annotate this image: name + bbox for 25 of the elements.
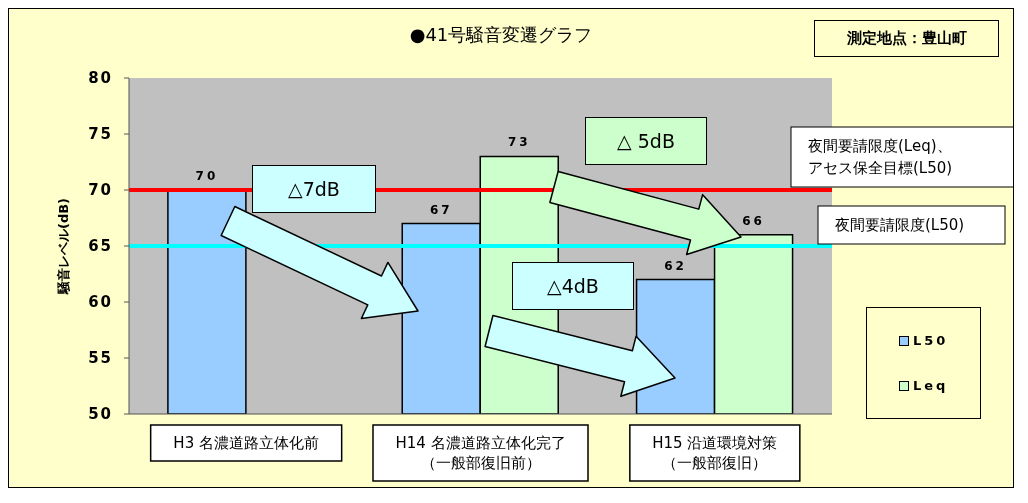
annotation: △7dB <box>288 178 340 200</box>
annotation: △4dB <box>547 275 599 297</box>
y-axis-title: 騒音レベル(dB) <box>55 197 71 296</box>
annotation: △ 5dB <box>617 130 675 152</box>
data-label: 73 <box>507 135 531 150</box>
text: 測定地点：豊山町 <box>846 29 967 48</box>
data-label: 66 <box>742 213 765 228</box>
y-tick-label: 65 <box>88 237 113 256</box>
y-tick-label: 60 <box>88 293 113 312</box>
y-tick-label: 50 <box>88 405 113 424</box>
x-tick-label: H14 名濃道路立体化完了（一般部復旧前） <box>395 434 566 472</box>
y-tick-label: 75 <box>88 125 113 144</box>
x-tick-label: H3 名濃道路立体化前 <box>173 434 319 452</box>
x-tick-label: H15 沿道環境対策（一般部復旧） <box>652 434 778 472</box>
y-tick-label: 55 <box>88 349 113 368</box>
data-label: 67 <box>429 202 453 217</box>
ref-line-label: 夜間要請限度(L50) <box>835 216 965 234</box>
y-tick-label: 80 <box>88 69 113 88</box>
legend-label: L50 <box>913 333 949 348</box>
data-label: 62 <box>664 258 687 273</box>
chart-title: ●41号騒音変遷グラフ <box>408 23 594 47</box>
data-label: 70 <box>195 169 219 183</box>
y-tick-label: 70 <box>88 181 113 200</box>
ref-line-label: 夜間要請限度(Leq)、アセス保全目標(L50) <box>808 137 953 177</box>
legend-label: Leq <box>913 378 949 393</box>
